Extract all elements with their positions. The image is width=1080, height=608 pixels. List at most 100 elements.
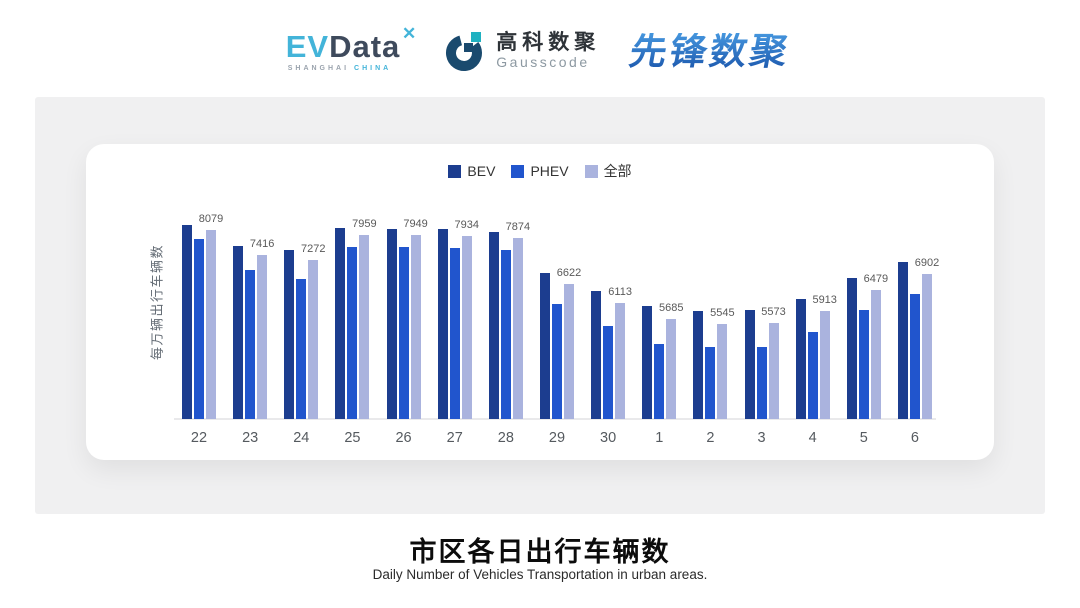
bar-全部-day-5 bbox=[870, 290, 881, 419]
bar-phev-day-2 bbox=[705, 347, 716, 419]
bar-bev-day-24 bbox=[284, 250, 295, 419]
bar-value-label: 6902 bbox=[914, 257, 940, 269]
x-tick-label: 29 bbox=[548, 430, 566, 446]
gausscode-name-cn: 高科数聚 bbox=[496, 31, 601, 55]
x-tick-label: 3 bbox=[757, 430, 766, 446]
bar-全部-day-2 bbox=[717, 324, 728, 419]
legend-item-phev[interactable]: PHEV bbox=[511, 163, 569, 179]
evdata-ev-text: EV bbox=[285, 28, 330, 64]
bar-全部-day-30 bbox=[615, 303, 626, 419]
bar-bev-day-22 bbox=[182, 225, 192, 419]
bar-bev-day-23 bbox=[233, 246, 244, 419]
bar-value-label: 7959 bbox=[352, 218, 377, 230]
legend-label: PHEV bbox=[530, 163, 569, 179]
legend-marker bbox=[584, 164, 598, 178]
bar-value-label: 6479 bbox=[863, 273, 889, 285]
bar-全部-day-1 bbox=[666, 319, 677, 419]
chart-legend: BEV PHEV 全部 bbox=[86, 161, 994, 181]
x-tick-label: 23 bbox=[242, 430, 259, 446]
bar-value-label: 7874 bbox=[505, 221, 531, 233]
bar-group-day-27: 7934 27 bbox=[437, 207, 479, 446]
evdata-tagline-left: SHANGHAI bbox=[287, 64, 350, 72]
bar-value-label: 5545 bbox=[710, 307, 735, 319]
bar-全部-day-28 bbox=[512, 238, 523, 419]
bar-全部-day-23 bbox=[257, 255, 268, 419]
bar-bev-day-25 bbox=[335, 228, 346, 419]
evdata-tagline-right: CHINA bbox=[354, 64, 392, 72]
bar-bev-day-5 bbox=[846, 278, 857, 419]
legend-item-bev[interactable]: BEV bbox=[448, 163, 495, 179]
x-tick-label: 24 bbox=[293, 430, 310, 446]
bar-bev-day-26 bbox=[386, 229, 397, 419]
bar-phev-day-24 bbox=[296, 279, 307, 419]
x-axis-line bbox=[174, 418, 936, 420]
bar-全部-day-4 bbox=[819, 311, 830, 419]
bar-全部-day-26 bbox=[410, 235, 421, 419]
bar-group-day-2: 5545 2 bbox=[693, 207, 735, 446]
x-tick-label: 22 bbox=[190, 430, 208, 446]
bar-value-label: 7272 bbox=[301, 243, 326, 255]
x-tick-label: 2 bbox=[706, 430, 715, 446]
gausscode-text: 高科数聚 Gausscode bbox=[496, 31, 600, 71]
bar-bev-day-1 bbox=[642, 306, 653, 419]
bar-全部-day-29 bbox=[563, 284, 574, 419]
bar-phev-day-1 bbox=[654, 344, 665, 419]
bar-bev-day-3 bbox=[744, 310, 755, 419]
x-tick-label: 27 bbox=[446, 430, 463, 446]
bar-phev-day-26 bbox=[398, 247, 409, 419]
bar-value-label: 6113 bbox=[608, 286, 632, 298]
bar-phev-day-30 bbox=[603, 326, 614, 419]
gausscode-g-icon bbox=[446, 32, 483, 71]
bar-bev-day-6 bbox=[897, 262, 908, 419]
x-tick-label: 4 bbox=[808, 430, 817, 446]
bar-全部-day-3 bbox=[768, 323, 779, 419]
x-tick-label: 5 bbox=[859, 430, 868, 446]
bar-group-day-24: 7272 24 bbox=[284, 207, 326, 446]
chart-card: BEV PHEV 全部 每万辆出行车辆数 8079 22 7416 23 7272 24 795… bbox=[86, 144, 994, 460]
bar-全部-day-25 bbox=[359, 235, 370, 419]
bar-phev-day-4 bbox=[807, 332, 818, 419]
bar-phev-day-22 bbox=[194, 239, 204, 419]
bar-全部-day-24 bbox=[308, 260, 319, 419]
bar-全部-day-27 bbox=[461, 236, 472, 419]
sparkle-icon: ✕ bbox=[402, 23, 417, 43]
chart-subtitle: Daily Number of Vehicles Transportation … bbox=[372, 567, 708, 582]
bar-group-day-23: 7416 23 bbox=[233, 207, 274, 446]
chart-title: 市区各日出行车辆数 bbox=[409, 537, 671, 567]
bar-group-day-28: 7874 28 bbox=[488, 207, 530, 446]
bar-phev-day-27 bbox=[449, 248, 460, 419]
bar-plot-area: 8079 22 7416 23 7272 24 7959 25 7949 26 7934 27 7874… bbox=[182, 207, 939, 446]
xianfeng-logo: 先锋数聚 bbox=[627, 31, 798, 72]
bar-bev-day-30 bbox=[591, 291, 602, 419]
bar-value-label: 5685 bbox=[659, 302, 684, 314]
bar-phev-day-25 bbox=[347, 247, 358, 419]
header-logos: EVData ✕ SHANGHAI CHINA 高科数聚 Gausscode 先… bbox=[0, 20, 1080, 82]
evdata-logo: EVData ✕ SHANGHAI CHINA bbox=[285, 24, 417, 72]
bar-group-day-26: 7949 26 bbox=[386, 207, 428, 446]
legend-marker bbox=[511, 164, 525, 178]
bar-value-label: 7934 bbox=[454, 219, 479, 231]
x-tick-label: 28 bbox=[497, 430, 514, 446]
evdata-data-text: Data bbox=[329, 28, 401, 64]
legend-item-全部[interactable]: 全部 bbox=[584, 161, 632, 181]
gausscode-logo: 高科数聚 Gausscode bbox=[444, 30, 600, 72]
evdata-tagline: SHANGHAI CHINA bbox=[286, 65, 401, 72]
bar-group-day-29: 6622 29 bbox=[539, 207, 581, 446]
bar-value-label: 5913 bbox=[812, 294, 837, 306]
bar-bev-day-29 bbox=[539, 273, 550, 419]
x-tick-label: 30 bbox=[600, 430, 617, 446]
bar-value-label: 7949 bbox=[403, 218, 428, 230]
bar-phev-day-3 bbox=[756, 347, 767, 419]
y-axis-label: 每万辆出行车辆数 bbox=[149, 243, 165, 361]
bar-phev-day-6 bbox=[909, 294, 920, 419]
bar-bev-day-27 bbox=[437, 229, 448, 419]
bar-bev-day-4 bbox=[795, 299, 806, 419]
gausscode-name-en: Gausscode bbox=[496, 54, 590, 71]
legend-label: BEV bbox=[467, 163, 496, 179]
legend-label: 全部 bbox=[603, 163, 632, 179]
bar-phev-day-28 bbox=[500, 250, 511, 419]
bar-全部-day-22 bbox=[206, 230, 216, 419]
bar-phev-day-5 bbox=[858, 310, 869, 419]
bar-value-label: 6622 bbox=[556, 267, 582, 279]
